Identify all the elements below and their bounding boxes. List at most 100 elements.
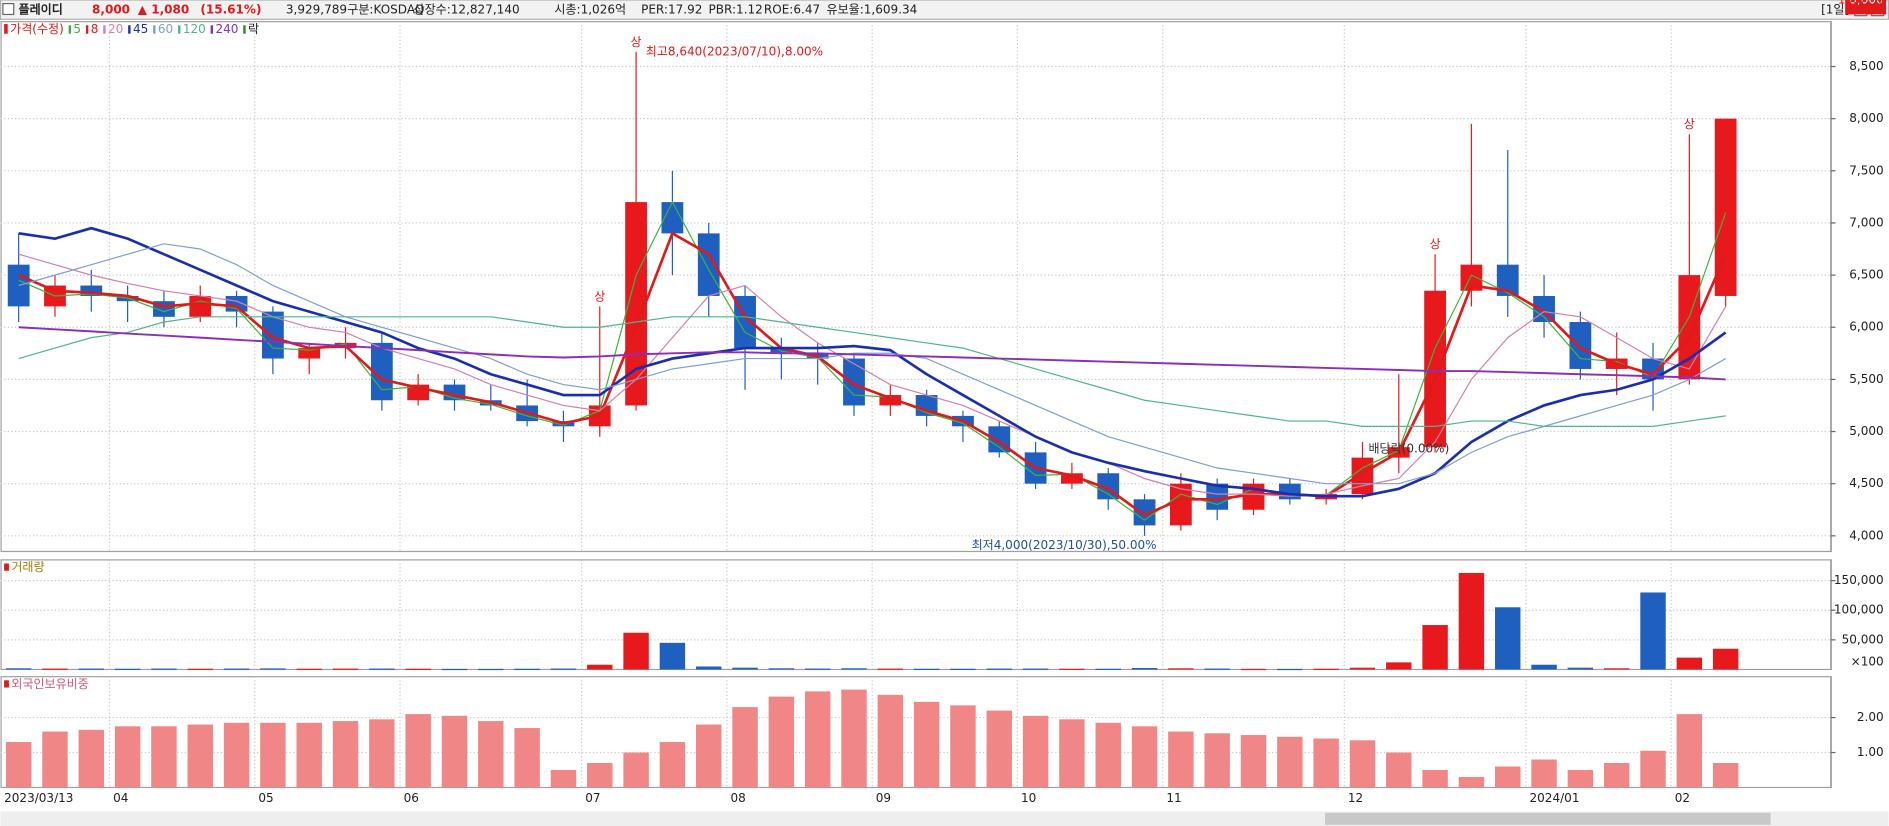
bar [1603,763,1630,788]
high-note: 최고8,640(2023/07/10),8.00% [646,44,823,58]
header-bar [0,0,1889,20]
bar [369,719,395,788]
bar [1458,776,1485,788]
candle-body [1133,499,1156,526]
bar [1676,714,1703,788]
bar [659,742,686,788]
bar [260,722,286,788]
bar [841,668,867,670]
per: PER:17.92 [641,3,702,17]
y-tick-label: 6,500 [1849,268,1883,282]
limit-up-mark: 상 [1684,117,1695,131]
x-tick-label: 10 [1021,791,1036,805]
unit-label: ×100 [1851,655,1884,669]
y-tick-label: 4,000 [1849,528,1883,542]
candle-body [1714,118,1737,296]
price: 8,000 [92,3,130,17]
bar [877,694,904,788]
bar [296,668,322,670]
candle-body [1424,290,1446,448]
bar [1640,750,1666,788]
bar [78,729,105,788]
bar [1386,662,1412,670]
panel-title: 거래량 [11,560,44,574]
bar [1567,769,1594,788]
legend-swatch [68,25,72,34]
bar [514,728,540,788]
x-tick-label: 2023/03/13 [4,791,73,805]
legend-label: 120 [183,22,206,36]
candle-body [1569,322,1592,369]
x-tick-label: 08 [730,791,745,805]
period-button[interactable]: [1일] [1821,3,1849,17]
bar [405,668,431,670]
bar [1131,667,1158,670]
x-tick-label: 02 [1675,791,1690,805]
y-tick-label: 100,000 [1834,603,1884,617]
bar [550,668,577,670]
bar [1204,733,1230,788]
candle-body [1061,473,1083,484]
dividend-note: 배당락(0.00%) [1368,442,1449,456]
bar [514,668,540,670]
bar [877,668,904,670]
y-tick-label: 7,500 [1849,163,1883,177]
bar [260,668,286,670]
candle-body [7,264,30,307]
bar [1349,740,1376,788]
roe: ROE:6.47 [764,3,820,17]
candle-body [1496,264,1519,296]
bar [151,668,177,670]
y-tick-label: 150,000 [1834,573,1884,587]
bar [1712,763,1739,788]
bar [1640,592,1666,670]
bar [78,668,105,670]
window-icon[interactable] [2,3,15,16]
volume: 3,929,789 [286,3,347,17]
bar [187,724,213,788]
legend-label: 락 [248,22,259,36]
bar [1313,738,1339,788]
moving-average-line [18,253,1727,497]
bar [223,722,250,788]
legend-swatch [243,25,246,34]
moving-average-line [18,231,1727,517]
stock-name: 플레이디 [19,2,63,17]
bar [5,742,32,788]
y-tick-label: 6,000 [1849,320,1883,334]
bar [587,763,613,788]
shares: 상장수:12,827,140 [414,3,520,17]
bar [1277,668,1303,671]
change-pct: (15.61%) [200,3,261,17]
panel-title-icon [4,563,9,571]
candle-body [261,311,284,359]
bar [441,715,468,788]
bar [768,696,795,788]
bar [623,632,649,670]
bar [1277,736,1303,788]
candle-body [1460,264,1483,291]
limit-up-mark: 상 [594,289,605,303]
low-note: 최저4,000(2023/10/30),50.00% [972,538,1157,552]
y-tick-label: 5,000 [1849,424,1883,438]
moving-average-line [18,200,1727,521]
legend-swatch [178,25,181,34]
bar [1349,667,1376,670]
bar [696,666,722,670]
legend-swatch [103,25,106,34]
bar [986,668,1012,670]
change: ▲ 1,080 [138,3,190,17]
candle-body [1642,358,1664,380]
bar [1059,719,1085,788]
last-pct-label: 15.61% [1838,0,1884,7]
candle-body [661,202,684,234]
bar [1531,664,1557,670]
bar [1022,715,1049,788]
candle-body [1278,483,1301,500]
bar [1422,769,1448,788]
scroll-thumb[interactable] [1324,812,1771,825]
moving-average-line [18,226,1727,498]
bar [986,710,1012,788]
y-tick-label: 50,000 [1842,632,1884,646]
x-tick-label: 11 [1166,791,1181,805]
